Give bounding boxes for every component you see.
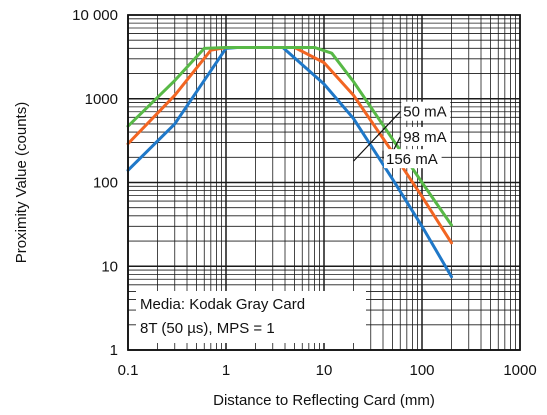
series-labels: 50 mA 98 mA 156 mA [353, 101, 451, 169]
series-label-background-2 [401, 126, 451, 146]
series-line-1 [126, 45, 453, 279]
x-tick-label: 1000 [503, 362, 536, 379]
x-tick-label: 10 [316, 362, 333, 379]
y-tick-label: 1000 [85, 91, 118, 108]
annotation-background [136, 291, 366, 343]
y-axis-label: Proximity Value (counts) [13, 102, 30, 263]
series-label-background-3 [384, 149, 442, 169]
x-tick-label: 1 [222, 362, 230, 379]
x-tick-label: 100 [409, 362, 434, 379]
series-label-leader-1 [353, 111, 401, 162]
x-tick-label: 0.1 [118, 362, 139, 379]
y-tick-label: 100 [93, 175, 118, 192]
y-tick-label: 10 [101, 258, 118, 275]
annotation-box: Media: Kodak Gray Card 8T (50 µs), MPS = … [136, 291, 366, 343]
series-label-1: 50 mA [403, 104, 446, 121]
x-axis-label: Distance to Reflecting Card (mm) [213, 392, 435, 409]
series-label-2: 98 mA [403, 129, 446, 146]
annotation-line-1: Media: Kodak Gray Card [140, 296, 305, 313]
series-label-background-1 [401, 101, 451, 121]
series-label-3: 156 mA [386, 151, 438, 168]
y-tick-label: 1 [110, 342, 118, 359]
annotation-line-2: 8T (50 µs), MPS = 1 [140, 320, 275, 337]
plot-frame [127, 14, 521, 351]
series-line-2 [126, 45, 453, 245]
y-tick-label: 10 000 [72, 7, 118, 24]
